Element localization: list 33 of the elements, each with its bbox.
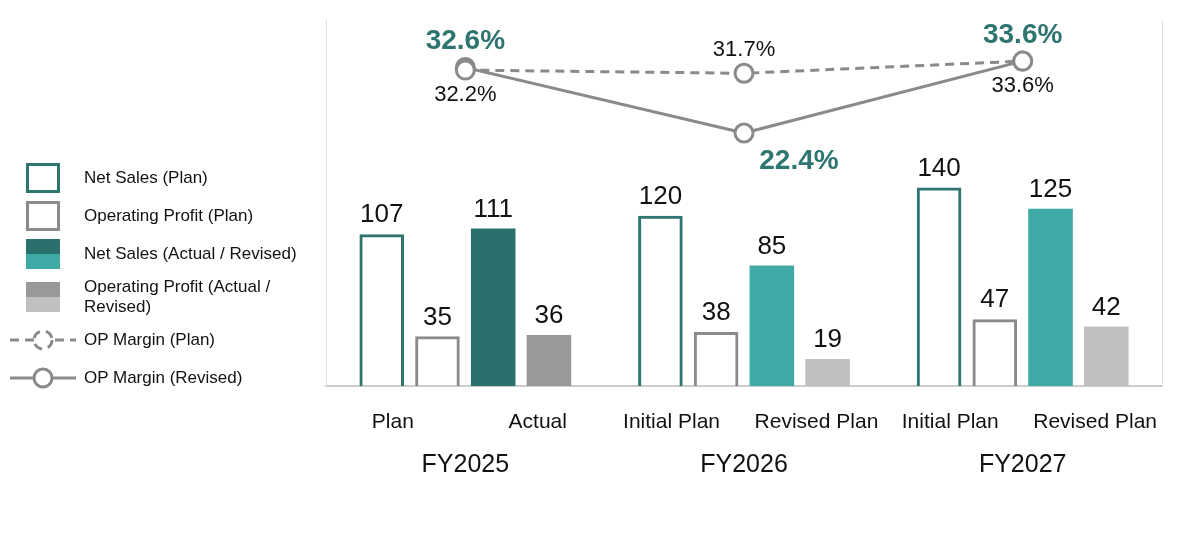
data-label: 107 bbox=[360, 198, 404, 229]
text: Plan bbox=[371, 409, 414, 433]
data-label: 22.4% bbox=[759, 143, 839, 175]
legend-label: OP Margin (Plan) bbox=[84, 330, 216, 350]
x-tick-label: FY2027 bbox=[978, 448, 1067, 477]
data-label: 38 bbox=[701, 296, 731, 327]
legend-label: Operating Profit (Plan) bbox=[84, 206, 254, 226]
text: Actual bbox=[508, 409, 567, 433]
data-label: 111 bbox=[473, 192, 513, 223]
text: Initial Plan bbox=[901, 409, 999, 433]
x-tick-label: FY2026 bbox=[700, 448, 788, 477]
data-label: 140 bbox=[917, 151, 961, 182]
data-label: 36 bbox=[534, 299, 564, 330]
data-label: 120 bbox=[638, 179, 683, 210]
data-label: 31.7% bbox=[712, 36, 776, 62]
data-label: 32.6% bbox=[425, 24, 506, 56]
data-label: 42 bbox=[1091, 290, 1121, 321]
data-label: 19 bbox=[813, 323, 843, 354]
data-label: 47 bbox=[980, 283, 1010, 314]
data-label: 85 bbox=[757, 229, 787, 260]
data-label: 32.2% bbox=[434, 81, 497, 107]
legend-label: OP Margin (Revised) bbox=[84, 368, 243, 388]
text: Initial Plan bbox=[623, 409, 720, 433]
data-label: 33.6% bbox=[982, 17, 1063, 49]
legend-label: Operating Profit (Actual / Revised) bbox=[84, 277, 272, 317]
data-label: 33.6% bbox=[991, 72, 1054, 98]
legend-label: Net Sales (Actual / Revised) bbox=[84, 244, 297, 264]
x-tick-label: FY2025 bbox=[421, 448, 510, 477]
text: Revised Plan bbox=[754, 409, 879, 433]
data-label: 35 bbox=[423, 300, 452, 331]
text: Revised Plan bbox=[1033, 409, 1157, 433]
data-label: 125 bbox=[1028, 172, 1073, 203]
legend-label: Net Sales (Plan) bbox=[84, 168, 208, 188]
